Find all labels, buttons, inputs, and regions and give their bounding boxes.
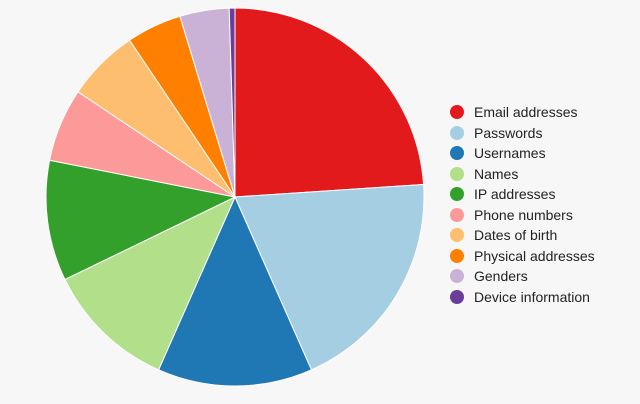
legend-item[interactable]: Physical addresses	[450, 246, 595, 267]
legend-swatch	[450, 125, 464, 140]
pie-slice-usernames[interactable]	[157, 195, 313, 387]
legend-item[interactable]: Passwords	[450, 123, 595, 144]
legend-swatch	[450, 269, 464, 284]
legend-swatch	[450, 146, 464, 161]
legend-label: Passwords	[474, 124, 543, 141]
legend-swatch	[450, 228, 464, 243]
legend-swatch	[450, 207, 464, 222]
legend-item[interactable]: Names	[450, 164, 595, 185]
pie-slice-device-information[interactable]	[228, 7, 236, 198]
legend-item[interactable]: Email addresses	[450, 102, 595, 123]
legend-item[interactable]: Device information	[450, 287, 595, 308]
pie-slice-email-addresses[interactable]	[234, 7, 425, 198]
legend-label: Usernames	[474, 145, 546, 162]
pie-slice-ip-addresses[interactable]	[45, 159, 237, 281]
legend-swatch	[450, 248, 464, 263]
legend-item[interactable]: Phone numbers	[450, 205, 595, 226]
legend-swatch	[450, 105, 464, 120]
legend-label: Physical addresses	[474, 247, 595, 264]
legend-label: Phone numbers	[474, 206, 573, 223]
legend-swatch	[450, 166, 464, 181]
legend-item[interactable]: Genders	[450, 266, 595, 287]
legend-label: Device information	[474, 288, 590, 305]
legend-label: IP addresses	[474, 186, 556, 203]
legend-swatch	[450, 187, 464, 202]
legend-item[interactable]: Usernames	[450, 143, 595, 164]
pie-slice-passwords[interactable]	[234, 183, 425, 371]
legend-label: Dates of birth	[474, 227, 558, 244]
legend-label: Names	[474, 165, 519, 182]
legend-swatch	[450, 289, 464, 304]
legend-label: Genders	[474, 268, 528, 285]
legend-item[interactable]: IP addresses	[450, 184, 595, 205]
legend-item[interactable]: Dates of birth	[450, 225, 595, 246]
pie-slice-names[interactable]	[64, 195, 237, 371]
legend-label: Email addresses	[474, 104, 578, 121]
legend: Email addresses Passwords Usernames Names IP…	[450, 102, 595, 307]
